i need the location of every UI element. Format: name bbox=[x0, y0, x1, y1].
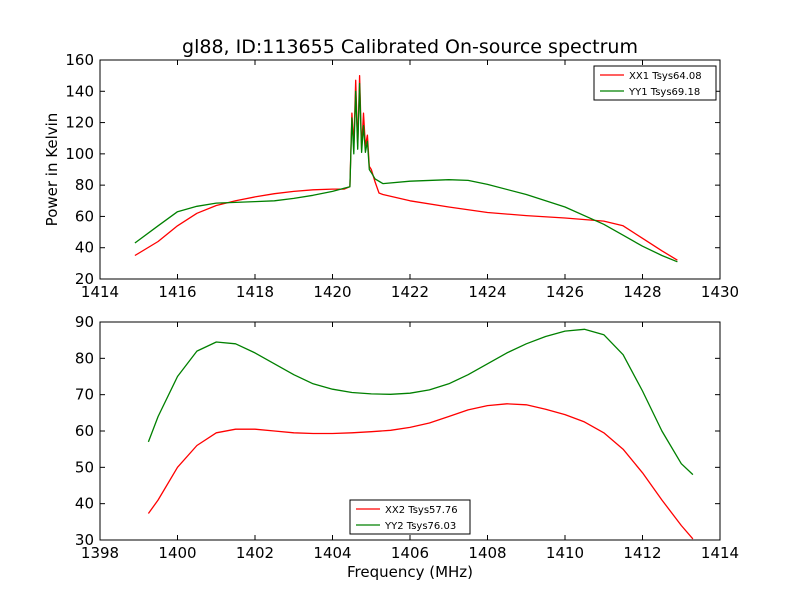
x-tick-label: 1398 bbox=[81, 544, 119, 562]
y-axis-label: Power in Kelvin bbox=[43, 113, 61, 227]
x-tick-label: 1418 bbox=[236, 283, 274, 301]
x-tick-label: 1414 bbox=[81, 283, 119, 301]
x-tick-label: 1422 bbox=[391, 283, 429, 301]
y-tick-label: 90 bbox=[75, 313, 94, 331]
legend-label: XX2 Tsys57.76 bbox=[385, 505, 458, 516]
x-tick-label: 1424 bbox=[468, 283, 506, 301]
chart-title: gl88, ID:113655 Calibrated On-source spe… bbox=[182, 36, 638, 58]
legend-label: YY1 Tsys69.18 bbox=[628, 87, 700, 98]
x-axis-label: Frequency (MHz) bbox=[347, 563, 473, 581]
legend-box bbox=[349, 499, 471, 535]
series-line-xx2 bbox=[147, 403, 694, 540]
y-tick-label: 60 bbox=[75, 207, 94, 225]
y-tick-label: 70 bbox=[75, 386, 94, 404]
legend-box bbox=[593, 65, 717, 101]
y-tick-label: 120 bbox=[65, 114, 94, 132]
x-tick-label: 1416 bbox=[158, 283, 196, 301]
x-tick-label: 1404 bbox=[313, 544, 351, 562]
series-line-yy1 bbox=[134, 82, 678, 263]
x-tick-label: 1410 bbox=[546, 544, 584, 562]
x-tick-label: 1412 bbox=[623, 544, 661, 562]
x-tick-label: 1430 bbox=[701, 283, 739, 301]
x-tick-label: 1428 bbox=[623, 283, 661, 301]
x-tick-label: 1420 bbox=[313, 283, 351, 301]
y-tick-label: 30 bbox=[75, 531, 94, 549]
y-tick-label: 140 bbox=[65, 82, 94, 100]
x-tick-label: 1414 bbox=[701, 544, 739, 562]
legend: XX2 Tsys57.76 YY2 Tsys76.03 bbox=[349, 499, 471, 535]
y-tick-label: 60 bbox=[75, 422, 94, 440]
y-tick-label: 20 bbox=[75, 270, 94, 288]
y-tick-label: 80 bbox=[75, 176, 94, 194]
x-tick-label: 1406 bbox=[391, 544, 429, 562]
y-tick-label: 100 bbox=[65, 145, 94, 163]
x-tick-label: 1426 bbox=[546, 283, 584, 301]
y-tick-label: 80 bbox=[75, 349, 94, 367]
y-tick-label: 40 bbox=[75, 239, 94, 257]
x-tick-label: 1408 bbox=[468, 544, 506, 562]
legend-label: YY2 Tsys76.03 bbox=[384, 521, 456, 532]
series-line-yy2 bbox=[147, 328, 694, 476]
x-tick-label: 1400 bbox=[158, 544, 196, 562]
y-tick-label: 40 bbox=[75, 495, 94, 513]
top-panel: 1414 1416 1418 1420 1422 1424 1426 1428 1430 20 40… bbox=[65, 51, 739, 301]
legend-label: XX1 Tsys64.08 bbox=[629, 71, 702, 82]
y-tick-label: 160 bbox=[65, 51, 94, 69]
legend: XX1 Tsys64.08 YY1 Tsys69.18 bbox=[593, 65, 717, 101]
y-tick-label: 50 bbox=[75, 458, 94, 476]
bottom-panel: 1398 1400 1402 1404 1406 1408 1410 1412 1414 30 40… bbox=[75, 313, 739, 562]
x-tick-label: 1402 bbox=[236, 544, 274, 562]
